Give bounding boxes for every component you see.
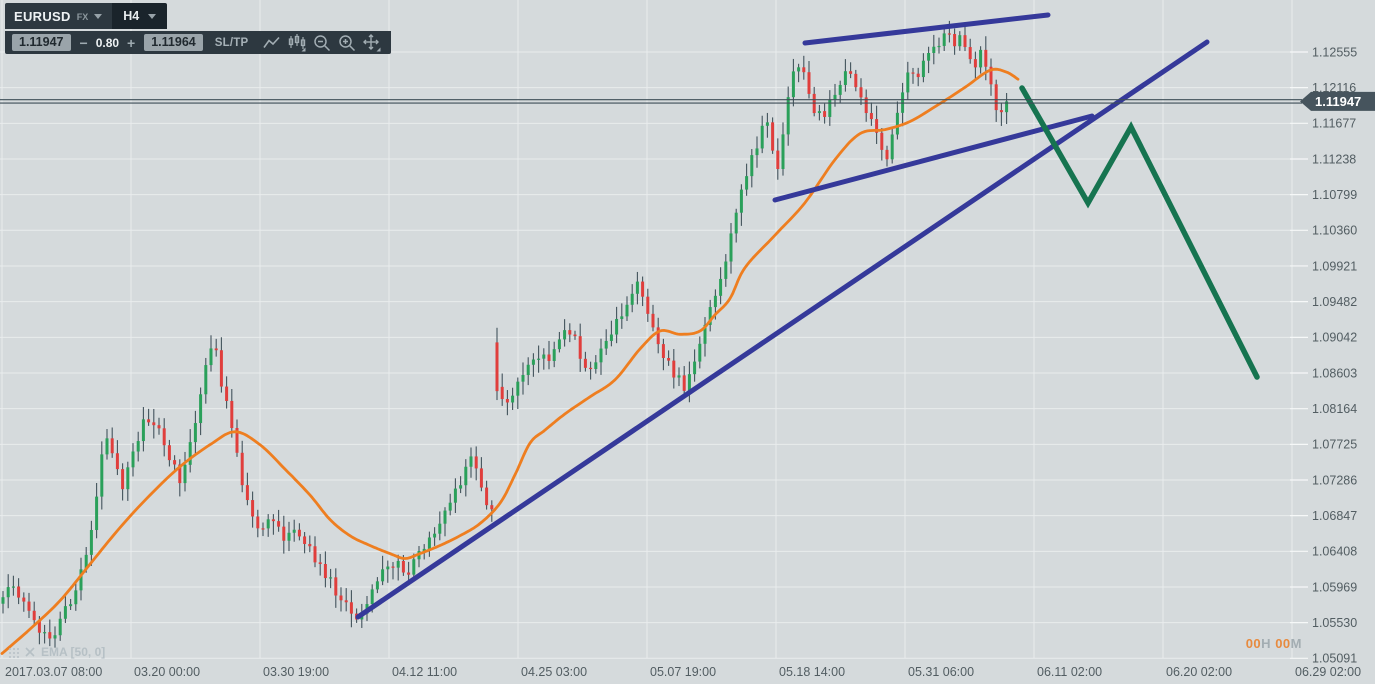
remove-indicator-icon[interactable]	[25, 647, 35, 657]
svg-text:05.18 14:00: 05.18 14:00	[779, 665, 845, 679]
spread-decrease-button[interactable]: −	[79, 34, 88, 51]
chart-gridlines	[0, 0, 1308, 659]
candle-countdown: 00H 00M	[1246, 636, 1302, 651]
svg-text:1.05969: 1.05969	[1312, 580, 1357, 594]
symbol-row: EURUSD FX H4	[5, 3, 391, 29]
svg-text:1.10360: 1.10360	[1312, 224, 1357, 238]
svg-text:1.11677: 1.11677	[1312, 117, 1356, 131]
countdown-minutes: 00	[1275, 636, 1291, 651]
sell-price-button[interactable]: 1.11947	[12, 34, 71, 51]
svg-text:1.07286: 1.07286	[1312, 473, 1357, 487]
chevron-down-icon	[94, 13, 103, 19]
spread-stepper: − 0.80 +	[80, 36, 136, 50]
svg-text:1.12116: 1.12116	[1312, 81, 1356, 95]
quick-trade-row: 1.11947 − 0.80 + 1.11964 SL/TP	[5, 31, 392, 54]
zoom-in-icon[interactable]	[334, 32, 359, 53]
indicator-chip: EMA [50, 0]	[8, 645, 105, 659]
indicator-pattern-icon[interactable]	[8, 647, 19, 658]
svg-text:1.10799: 1.10799	[1312, 188, 1357, 202]
countdown-hours: 00	[1245, 636, 1262, 651]
line-chart-icon[interactable]	[259, 32, 284, 53]
svg-text:1.06408: 1.06408	[1312, 545, 1357, 559]
price-axis-labels: 1.12555 1.12116 1.11677 1.11238 1.10799 1.103…	[1312, 45, 1357, 665]
sltp-button[interactable]: SL/TP	[214, 36, 249, 49]
symbol-selector[interactable]: EURUSD FX	[5, 3, 113, 29]
forecast-projection-line[interactable]	[1019, 85, 1260, 380]
current-price-line	[0, 99, 1302, 104]
svg-text:1.05530: 1.05530	[1312, 616, 1357, 630]
svg-text:06.11 02:00: 06.11 02:00	[1037, 665, 1102, 679]
candlestick-chart-icon[interactable]	[284, 32, 309, 53]
symbol-type-label: FX	[76, 11, 89, 22]
svg-text:03.30 19:00: 03.30 19:00	[263, 665, 329, 679]
svg-text:06.29 02:00: 06.29 02:00	[1295, 665, 1361, 679]
countdown-minutes-unit: M	[1290, 636, 1302, 651]
current-price-tag: 1.11947	[1300, 91, 1375, 111]
svg-text:1.06847: 1.06847	[1312, 509, 1357, 523]
svg-text:1.09042: 1.09042	[1312, 331, 1357, 345]
timeframe-selector[interactable]: H4	[112, 3, 168, 29]
svg-text:1.08603: 1.08603	[1312, 366, 1357, 380]
pan-crosshair-icon[interactable]	[359, 32, 384, 53]
svg-text:1.09482: 1.09482	[1312, 295, 1357, 309]
svg-text:04.12 11:00: 04.12 11:00	[392, 665, 457, 679]
buy-price-button[interactable]: 1.11964	[144, 34, 203, 51]
svg-text:1.12555: 1.12555	[1312, 45, 1357, 59]
wedge-top-trendline[interactable]	[802, 12, 1051, 46]
svg-text:1.05091: 1.05091	[1312, 652, 1357, 666]
chevron-down-icon	[148, 13, 157, 19]
svg-text:05.31 06:00: 05.31 06:00	[908, 665, 974, 679]
spread-value: 0.80	[95, 35, 120, 50]
major-uptrend-trendline[interactable]	[355, 39, 1210, 620]
chart-toolbar: EURUSD FX H4 1.11947 − 0.80 + 1.11964 SL…	[5, 3, 392, 54]
drawn-trendlines	[355, 12, 1210, 620]
spread-increase-button[interactable]: +	[127, 34, 136, 51]
svg-text:1.09921: 1.09921	[1312, 259, 1357, 273]
svg-text:2017.03.07 08:00: 2017.03.07 08:00	[5, 665, 102, 679]
symbol-label: EURUSD	[14, 8, 71, 24]
svg-text:1.07725: 1.07725	[1312, 438, 1357, 452]
zoom-out-icon[interactable]	[309, 32, 334, 53]
countdown-hours-unit: H	[1261, 636, 1272, 651]
wedge-bottom-trendline[interactable]	[772, 113, 1095, 203]
svg-text:03.20 00:00: 03.20 00:00	[134, 665, 200, 679]
svg-text:1.11947: 1.11947	[1315, 94, 1361, 109]
candlestick-series	[1, 20, 1009, 648]
svg-text:04.25 03:00: 04.25 03:00	[521, 665, 587, 679]
svg-text:05.07 19:00: 05.07 19:00	[650, 665, 716, 679]
indicator-label: EMA [50, 0]	[41, 645, 106, 659]
timeframe-label: H4	[123, 9, 140, 23]
ema-indicator-line[interactable]	[0, 67, 1020, 655]
svg-text:1.11238: 1.11238	[1312, 152, 1356, 166]
svg-text:06.20 02:00: 06.20 02:00	[1166, 665, 1232, 679]
time-axis-labels: 2017.03.07 08:00 03.20 00:00 03.30 19:00 04…	[5, 665, 1361, 679]
svg-text:1.08164: 1.08164	[1312, 402, 1357, 416]
